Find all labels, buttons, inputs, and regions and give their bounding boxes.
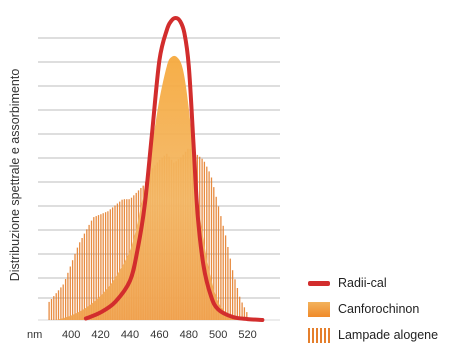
legend-swatch-bars <box>308 327 330 343</box>
legend-item-lampade-alogene: Lampade alogene <box>308 322 451 348</box>
x-axis-unit-label: nm <box>27 329 42 340</box>
x-tick-label: 460 <box>150 329 168 340</box>
legend-label: Canforochinon <box>338 302 420 316</box>
y-axis-label: Distribuzione spettrale e assorbimento <box>8 68 22 282</box>
legend-item-radii-cal: Radii-cal <box>308 270 451 296</box>
x-axis: nm 400 420 440 460 480 500 520 <box>27 329 257 340</box>
y-axis-label-box: Distribuzione spettrale e assorbimento <box>2 30 28 320</box>
spectral-chart: nm 400 420 440 460 480 500 520 <box>27 16 280 340</box>
camphorquinone-area-shape <box>56 55 263 321</box>
x-tick-label: 420 <box>91 329 109 340</box>
legend-label: Lampade alogene <box>338 328 439 342</box>
x-tick-label: 500 <box>209 329 227 340</box>
camphorquinone-area <box>56 55 263 321</box>
x-tick-label: 520 <box>238 329 256 340</box>
legend: Radii-cal Canforochinon Lampade alogene <box>308 270 451 348</box>
radii-cal-curve <box>83 16 265 322</box>
legend-swatch-line <box>308 280 330 286</box>
x-tick-label: 400 <box>62 329 80 340</box>
legend-item-canforochinon: Canforochinon <box>308 296 451 322</box>
x-tick-label: 480 <box>180 329 198 340</box>
radii-cal-line <box>83 16 265 322</box>
legend-swatch-fill <box>308 301 330 317</box>
legend-label: Radii-cal <box>338 276 387 290</box>
x-tick-label: 440 <box>121 329 139 340</box>
